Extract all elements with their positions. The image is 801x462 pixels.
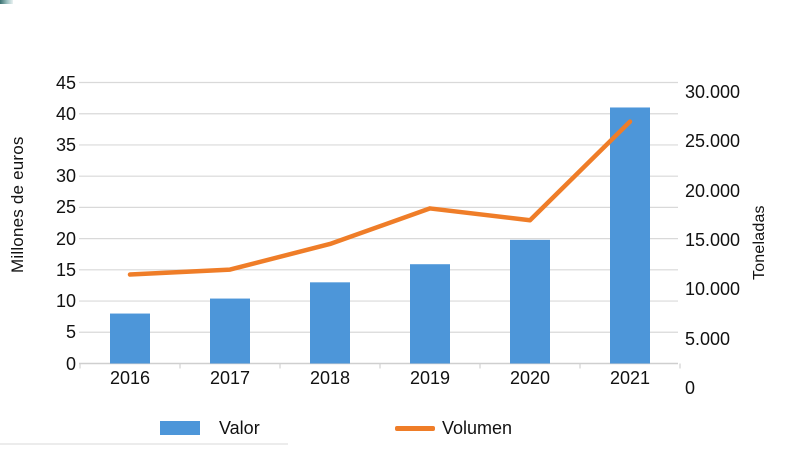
x-axis-label-2018: 2018: [309, 368, 351, 388]
legend-valor-swatch: [160, 421, 200, 435]
left-axis-tick-label: 30: [55, 166, 76, 187]
right-axis-tick-label: 0: [685, 378, 696, 398]
left-axis-tick-label: 35: [55, 134, 76, 155]
left-axis-tick-label: 10: [55, 291, 76, 312]
x-axis-label-2020: 2020: [509, 368, 551, 388]
bar-valor-2017: [210, 298, 250, 364]
left-axis-tick-label: 5: [65, 322, 76, 343]
bar-valor-2016: [110, 313, 150, 364]
bar-valor-2021: [610, 107, 650, 364]
right-axis-tick-label: 20.000: [685, 180, 741, 201]
left-axis-tick-label: 20: [55, 228, 76, 249]
bar-valor-2019: [410, 264, 450, 364]
line-volumen: [127, 119, 633, 277]
legend-volumen-swatch: [395, 426, 435, 431]
corner-accent-strip: [0, 0, 13, 4]
right-axis-tick-label: 10.000: [685, 279, 741, 300]
right-axis-tick-label: 25.000: [685, 131, 741, 152]
right-axis-tick-label: 30.000: [685, 82, 741, 102]
x-axis-label-2019: 2019: [409, 368, 451, 388]
left-axis-tick-label: 40: [55, 103, 76, 124]
right-axis-tick-label: 15.000: [685, 230, 741, 250]
x-axis-label-2017: 2017: [209, 368, 251, 388]
x-axis-label-2021: 2021: [609, 368, 651, 388]
x-axis-label-2016: 2016: [109, 368, 151, 388]
bar-valor-2018: [310, 282, 350, 364]
legend-valor-label: Valor: [219, 418, 260, 438]
legend-volumen-label: Volumen: [442, 418, 513, 438]
left-axis-tick-label: 0: [65, 353, 76, 374]
right-axis-tick-label: 5.000: [685, 328, 731, 349]
left-axis-tick-label: 15: [55, 259, 76, 280]
bottom-divider-line: [0, 443, 288, 445]
left-axis-tick-label: 45: [55, 72, 76, 93]
left-axis-tick-label: 25: [55, 197, 76, 218]
bar-valor-2020: [510, 239, 550, 364]
